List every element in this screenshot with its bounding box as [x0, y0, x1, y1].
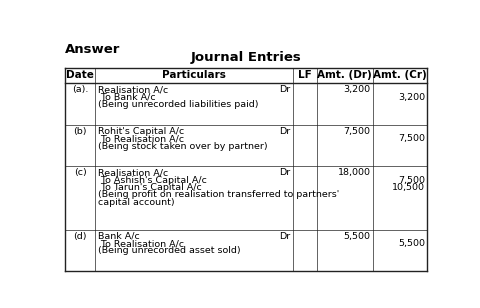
Text: Particulars: Particulars — [162, 71, 226, 80]
Text: Answer: Answer — [65, 43, 120, 56]
Text: (a).: (a). — [72, 85, 88, 95]
Text: 7,500: 7,500 — [398, 134, 425, 143]
Text: 5,500: 5,500 — [344, 232, 371, 241]
Text: 5,500: 5,500 — [398, 239, 425, 248]
Text: 3,200: 3,200 — [344, 85, 371, 95]
Text: To Bank A/c: To Bank A/c — [98, 93, 156, 102]
Text: (b): (b) — [73, 127, 87, 136]
Text: (Being unrecorded asset sold): (Being unrecorded asset sold) — [98, 246, 240, 255]
Text: Journal Entries: Journal Entries — [191, 51, 301, 64]
Text: Date: Date — [66, 71, 94, 80]
Text: (d): (d) — [73, 232, 87, 241]
Text: (Being unrecorded liabilities paid): (Being unrecorded liabilities paid) — [98, 100, 258, 109]
Text: Bank A/c: Bank A/c — [98, 232, 140, 241]
Text: (Being profit on realisation transferred to partners': (Being profit on realisation transferred… — [98, 190, 339, 200]
Text: To Tarun's Capital A/c: To Tarun's Capital A/c — [98, 183, 202, 192]
Text: 7,500: 7,500 — [344, 127, 371, 136]
Text: Dr: Dr — [279, 127, 291, 136]
Text: To Realisation A/c: To Realisation A/c — [98, 239, 184, 248]
Text: To Ashish's Capital A/c: To Ashish's Capital A/c — [98, 176, 207, 185]
Text: Dr: Dr — [279, 85, 291, 95]
Text: Amt. (Dr): Amt. (Dr) — [317, 71, 372, 80]
Text: Dr: Dr — [279, 232, 291, 241]
Text: Dr: Dr — [279, 168, 291, 177]
Text: (Being stock taken over by partner): (Being stock taken over by partner) — [98, 142, 267, 151]
Text: 7,500: 7,500 — [398, 176, 425, 185]
Text: 3,200: 3,200 — [398, 93, 425, 102]
Text: Rohit's Capital A/c: Rohit's Capital A/c — [98, 127, 184, 136]
Text: To Realisation A/c: To Realisation A/c — [98, 134, 184, 143]
Text: (c): (c) — [74, 168, 86, 177]
Text: LF: LF — [298, 71, 312, 80]
Text: Realisation A/c: Realisation A/c — [98, 168, 168, 177]
Text: capital account): capital account) — [98, 198, 174, 207]
Text: 10,500: 10,500 — [392, 183, 425, 192]
Text: Amt. (Cr): Amt. (Cr) — [373, 71, 427, 80]
Text: Realisation A/c: Realisation A/c — [98, 85, 168, 95]
Text: 18,000: 18,000 — [337, 168, 371, 177]
